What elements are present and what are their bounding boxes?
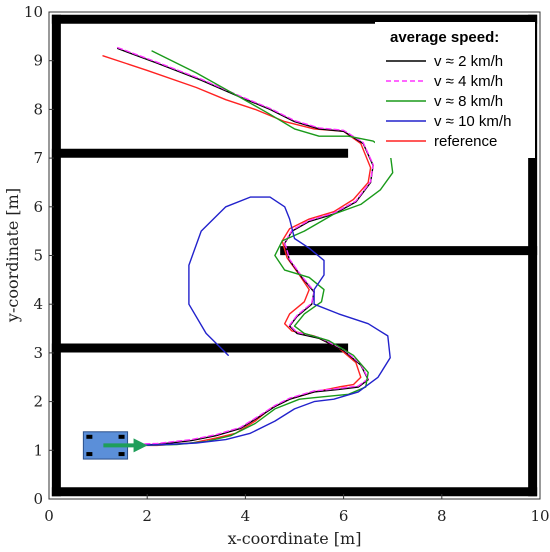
legend-title: average speed: (390, 29, 499, 46)
x-tick-label-0: 0 (44, 507, 54, 525)
x-tick-label-1: 2 (142, 507, 152, 525)
vehicle-wheel-2 (86, 452, 93, 457)
y-tick-label-8: 8 (33, 100, 43, 118)
y-tick-label-3: 3 (33, 344, 43, 362)
y-tick-label-1: 1 (33, 441, 43, 459)
x-tick-label-4: 8 (437, 507, 447, 525)
series-layer (102, 46, 394, 447)
y-axis-label: y-coordinate [m] (3, 188, 22, 323)
legend-label-0: v ≈ 2 km/h (434, 53, 503, 70)
y-tick-label-7: 7 (33, 149, 43, 167)
y-tick-label-5: 5 (33, 247, 43, 265)
y-tick-label-10: 10 (24, 3, 43, 21)
legend-label-1: v ≈ 4 km/h (434, 73, 503, 90)
vehicle-arrow-head (133, 438, 148, 453)
x-tick-label-5: 10 (530, 507, 549, 525)
legend-box (375, 22, 535, 158)
legend-label-3: v ≈ 10 km/h (434, 113, 511, 130)
vehicle-wheel-3 (118, 452, 125, 457)
vehicle-wheel-1 (118, 434, 125, 439)
legend-label-4: reference (434, 133, 497, 150)
legend: average speed: v ≈ 2 km/h v ≈ 4 km/h v ≈ 8… (375, 22, 535, 158)
y-tick-label-9: 9 (33, 52, 43, 70)
x-axis-ticks: 0 2 4 6 8 10 (44, 494, 550, 525)
legend-label-2: v ≈ 8 km/h (434, 93, 503, 110)
y-tick-label-0: 0 (33, 490, 43, 508)
series-line-4 (136, 196, 391, 447)
x-tick-label-3: 6 (339, 507, 349, 525)
y-tick-label-2: 2 (33, 393, 43, 411)
x-tick-label-2: 4 (241, 507, 251, 525)
series-line-2 (117, 46, 374, 446)
x-axis-label: x-coordinate [m] (228, 529, 362, 548)
vehicle (82, 431, 148, 460)
y-tick-label-4: 4 (33, 295, 43, 313)
series-line-3 (141, 50, 394, 447)
y-axis-ticks: 0 1 2 3 4 5 6 7 8 9 10 (24, 3, 54, 508)
vehicle-wheel-0 (86, 434, 93, 439)
y-tick-label-6: 6 (33, 198, 43, 216)
